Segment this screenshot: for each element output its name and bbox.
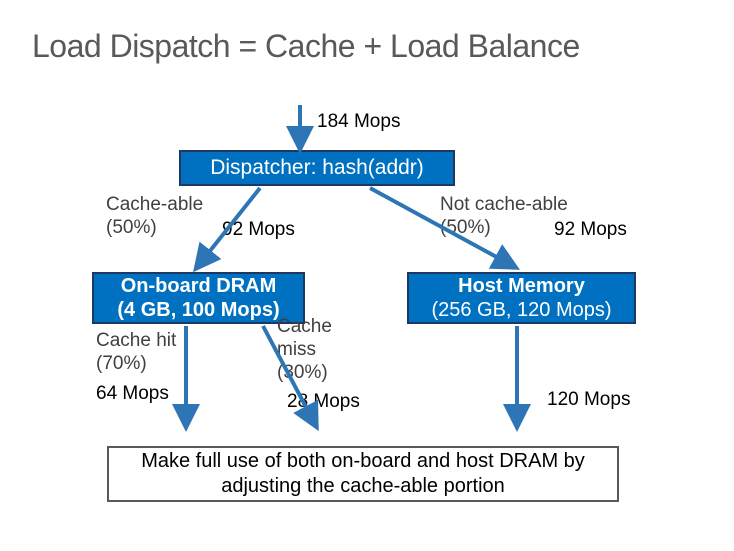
arrow-to-host xyxy=(370,188,513,266)
arrows-layer xyxy=(0,0,734,551)
arrow-to-onboard xyxy=(198,188,260,266)
arrow-cache-miss xyxy=(263,326,315,424)
